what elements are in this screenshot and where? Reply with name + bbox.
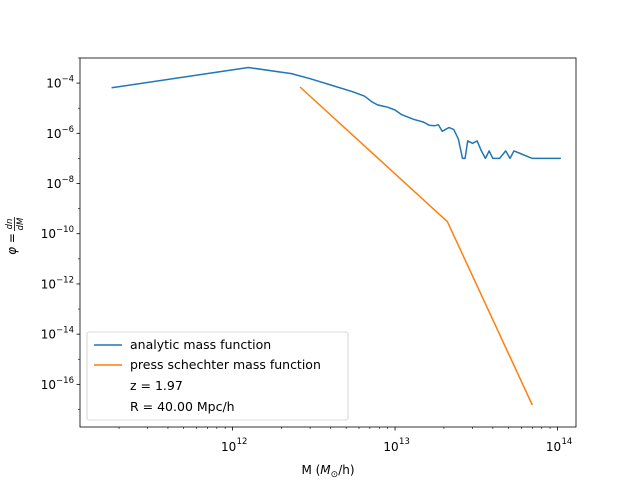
legend-box bbox=[86, 331, 349, 421]
y-tick-label: 10−8 bbox=[46, 175, 74, 191]
x-tick-exponent: 12 bbox=[237, 437, 248, 447]
y-axis-label: φ = dn dM bbox=[5, 217, 26, 255]
x-tick-exponent: 13 bbox=[399, 437, 410, 447]
legend-entry-analytic: analytic mass function bbox=[130, 337, 271, 352]
legend: analytic mass function press schechter m… bbox=[86, 331, 349, 421]
x-tick-label: 10 bbox=[221, 440, 236, 454]
series-line-analytic bbox=[111, 66, 561, 160]
x-tick-label: 10 bbox=[546, 440, 561, 454]
svg-text:dn: dn bbox=[5, 219, 15, 230]
y-tick-label: 10−4 bbox=[46, 75, 74, 91]
legend-note-radius: R = 40.00 Mpc/h bbox=[130, 399, 235, 414]
series-layer bbox=[111, 66, 561, 406]
y-tick-label: 10−16 bbox=[41, 376, 74, 392]
svg-text:φ =: φ = bbox=[5, 233, 19, 255]
x-tick-exponent: 14 bbox=[561, 437, 572, 447]
y-tick-label: 10−6 bbox=[46, 125, 74, 141]
series-line-press-schechter bbox=[299, 86, 533, 406]
y-tick-label: 10−14 bbox=[41, 326, 74, 342]
svg-text:dM: dM bbox=[16, 217, 26, 230]
legend-entry-press-schechter: press schechter mass function bbox=[130, 357, 321, 372]
x-tick-label: 10 bbox=[383, 440, 398, 454]
legend-note-redshift: z = 1.97 bbox=[130, 378, 183, 393]
y-tick-label: 10−12 bbox=[41, 275, 74, 291]
x-axis-label: M (M⊙/h) bbox=[301, 463, 354, 480]
y-axis: 10−4 10−6 10−8 10−10 10−12 10−14 10−16 bbox=[41, 57, 80, 410]
plot-frame bbox=[79, 57, 577, 428]
x-axis: 10 12 10 13 10 14 bbox=[118, 427, 572, 454]
y-tick-label: 10−10 bbox=[41, 225, 74, 241]
